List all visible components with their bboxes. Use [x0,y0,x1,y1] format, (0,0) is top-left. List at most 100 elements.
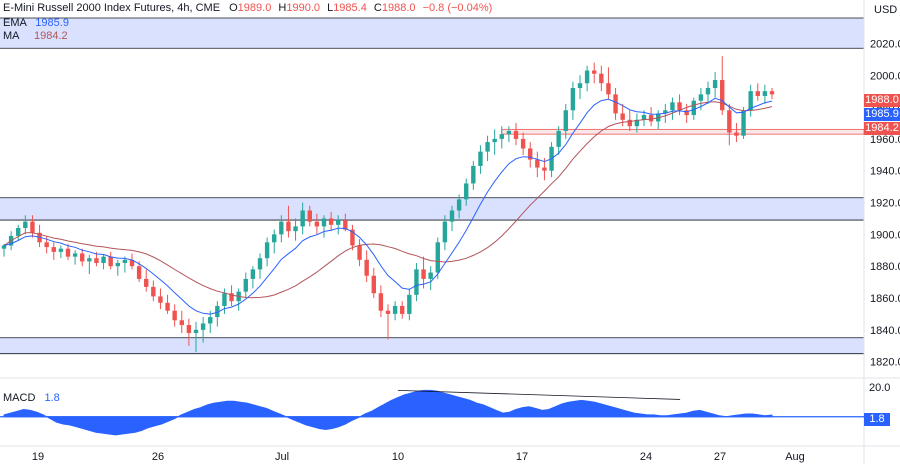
candle-body [428,272,433,279]
candle-body [392,305,398,314]
macd-legend[interactable]: MACD 1.8 [3,392,60,404]
macd-tag: 1.8 [864,413,890,426]
y-tick-label: 1940.0 [870,166,900,178]
candle-body [584,70,590,84]
candle-body [101,256,106,263]
candle-body [144,278,149,287]
candle-body [300,210,305,227]
candle-body [720,80,725,111]
candle-body [293,226,298,232]
ohlc-close: 1988.0 [381,2,416,14]
ma-value: 1984.2 [33,30,68,42]
candle-body [492,138,497,143]
candle-body [80,253,85,262]
candle-body [627,119,632,127]
candle-body [193,329,199,333]
candle-body [748,91,753,111]
candle-body [478,151,483,166]
currency-label[interactable]: USD [874,4,898,16]
candle-body [563,110,568,131]
ma-legend[interactable]: MA 1984.2 [3,30,68,42]
candle-body [755,91,760,96]
candle-body [44,242,49,248]
candle-body [471,165,476,184]
chart-header: E-Mini Russell 2000 Index Futures, 4h, C… [3,2,492,14]
supply-demand-zone [0,18,864,49]
candle-body [520,138,526,149]
ema-line [3,97,773,315]
candle-body [407,294,412,314]
candle-body [769,91,775,95]
candle-body [535,159,540,168]
candle-body [371,275,376,294]
candle-body [400,305,405,314]
candle-body [577,83,583,88]
candle-body [570,88,576,111]
support-rectangle [501,128,865,135]
candle-body [215,305,220,318]
ohlc-open-label: O [229,2,238,14]
candle-body [115,263,120,267]
candle-body [677,102,682,111]
ohlc-high-label: H [278,2,287,14]
candle-body [186,325,192,333]
candle-body [1,245,7,249]
candle-body [158,296,163,303]
candle-body [229,293,234,302]
ema-legend[interactable]: EMA 1985.9 [3,17,69,29]
ohlc-low: 1985.4 [333,2,367,14]
symbol-title[interactable]: E-Mini Russell 2000 Index Futures, 4h, C… [3,2,221,14]
supply-demand-zone [0,197,864,221]
ohlc-open: 1989.0 [237,2,272,14]
candle-body [712,80,718,88]
candle-body [279,221,284,235]
candle-body [684,110,689,116]
candle-body [698,94,704,101]
candle-body [378,293,384,311]
candle-body [87,258,92,262]
y-tick-label: 1820.0 [870,357,900,369]
macd-area [3,389,773,436]
candle-body [264,242,270,259]
ohlc-high: 1990.0 [286,2,320,14]
candle-body [94,258,99,263]
x-tick-label: 17 [516,451,528,463]
y-tick-label: 1880.0 [870,261,900,273]
candle-body [314,221,320,227]
candle-body [485,142,490,152]
candle-body [58,248,64,252]
candle-body [421,269,426,279]
x-tick-label: Aug [785,451,805,463]
supply-demand-zone [0,337,864,354]
candle-body [741,110,746,136]
candle-body [762,91,768,96]
candle-body [23,221,28,228]
ma-label: MA [3,30,19,42]
candle-body [648,115,654,122]
candle-body [328,218,334,225]
y-tick-label: 1920.0 [870,198,900,210]
candle-body [165,302,170,311]
y-tick-label: 2000.0 [870,70,900,82]
macd-label: MACD [3,392,36,404]
candle-body [727,110,732,133]
candle-body [414,269,419,295]
ema-price-tag: 1985.9 [864,108,900,121]
y-tick-label: 1860.0 [870,293,900,305]
candle-body [179,320,184,326]
ema-value: 1985.9 [35,17,69,29]
candle-body [250,269,256,279]
x-tick-label: 19 [32,451,44,463]
candle-body [734,132,739,136]
candle-body [620,113,625,120]
candle-body [606,83,611,95]
candle-body [257,258,263,270]
macd-divergence-trendline [397,389,681,400]
x-tick-label: 27 [714,451,726,463]
y-tick-label: 2020.0 [870,38,900,50]
ema-label: EMA [3,17,27,29]
candle-body [542,167,547,171]
last-price-tag: 1988.0 [864,94,900,107]
candle-body [136,266,142,279]
x-tick-label: Jul [275,451,289,463]
